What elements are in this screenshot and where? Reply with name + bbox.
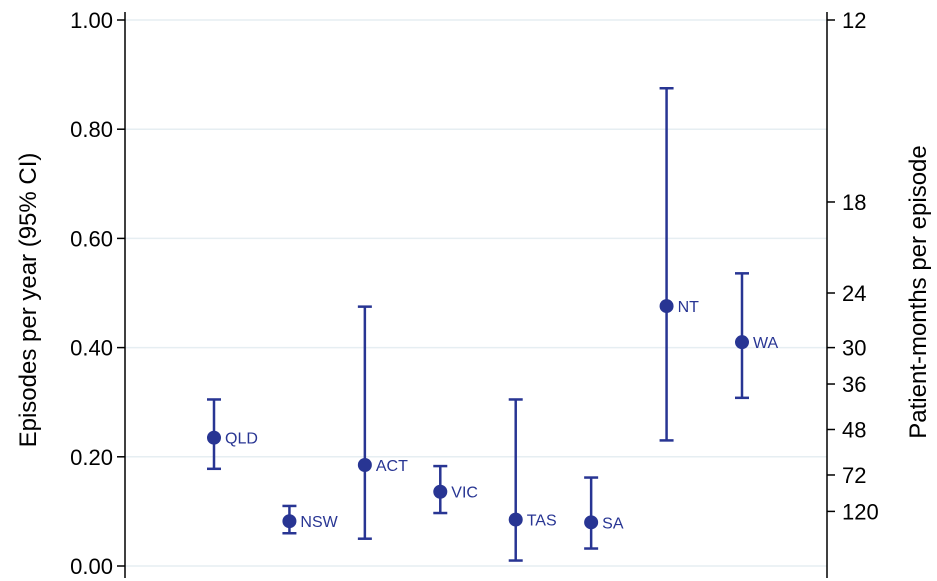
point-marker [508,512,523,527]
point-label: ACT [376,458,408,475]
point-marker [207,430,221,445]
point-label: QLD [225,431,258,448]
y2-axis-title: Patient-months per episode [905,145,932,439]
data-point-sa: SA [584,476,624,550]
point-marker [735,335,749,350]
grid [125,19,827,567]
point-label: VIC [451,485,478,502]
point-marker [357,457,372,472]
y-tick-label: 1.00 [70,8,113,33]
data-points: QLD NSW ACT VIC TAS SA NT WA [207,87,779,562]
data-point-qld: QLD [207,398,258,471]
y-axis-title: Episodes per year (95% CI) [15,153,42,448]
y2-tick-label: 36 [842,372,866,397]
y2-tick-label: 72 [842,463,866,488]
y-tick-label: 0.80 [70,117,113,142]
point-marker [433,484,448,499]
point-marker [659,299,674,314]
y2-tick-label: 12 [842,8,866,33]
data-point-vic: VIC [433,464,478,515]
point-label: SA [602,515,624,532]
y-tick-label: 0.40 [70,336,113,361]
point-marker [584,515,599,530]
point-label: NSW [300,514,338,531]
y-tick-label: 0.60 [70,226,113,251]
data-point-wa: WA [735,272,779,400]
y-tick-label: 0.20 [70,445,113,470]
point-label: TAS [527,513,557,530]
y-tick-label: 0.00 [70,554,113,579]
data-point-nsw: NSW [282,504,339,535]
data-point-act: ACT [357,305,408,540]
y2-tick-label: 120 [842,499,879,524]
point-label: WA [753,335,779,352]
y2-tick-label: 18 [842,190,866,215]
point-marker [282,514,297,529]
axes: 0.00 0.20 0.40 0.60 0.80 1.00 12 18 24 30 36 48 72 12… [70,8,879,579]
y2-tick-label: 48 [842,418,866,443]
data-point-tas: TAS [508,398,557,562]
y2-tick-label: 30 [842,336,866,361]
point-label: NT [678,299,700,316]
y2-tick-label: 24 [842,281,866,306]
data-point-nt: NT [659,87,700,442]
